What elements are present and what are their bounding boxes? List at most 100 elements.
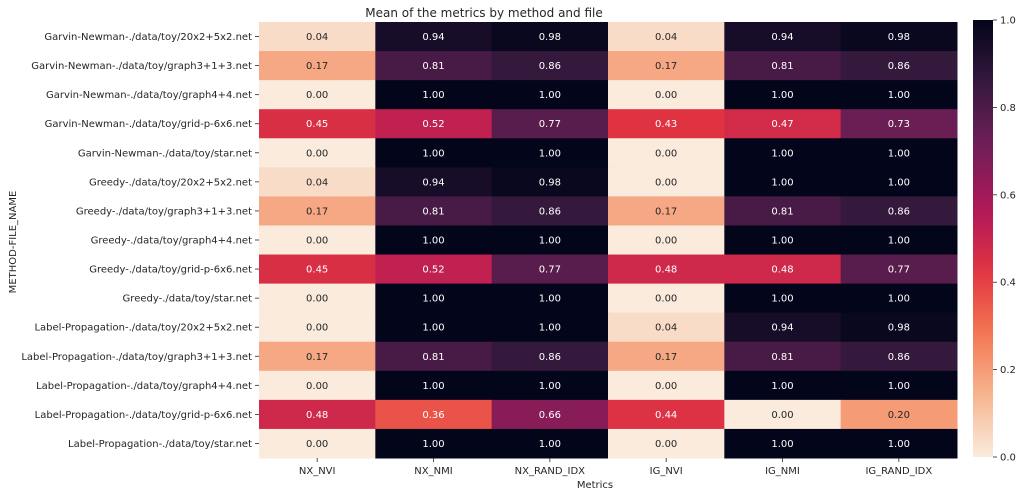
heatmap-cell bbox=[375, 341, 493, 372]
heatmap-cell bbox=[259, 225, 376, 256]
cell-value-label: 1.00 bbox=[539, 148, 561, 159]
heatmap-cell bbox=[259, 80, 376, 110]
heatmap-cell bbox=[259, 428, 376, 459]
y-tick-label: Garvin-Newman-./data/toy/graph3+1+3.net bbox=[31, 61, 252, 72]
cell-value-label: 0.00 bbox=[655, 90, 677, 101]
heatmap-cell bbox=[608, 80, 725, 110]
y-tick-label: Greedy-./data/toy/star.net bbox=[123, 294, 253, 305]
heatmap-cell bbox=[259, 254, 376, 285]
cell-value-label: 0.04 bbox=[655, 323, 677, 334]
cell-value-label: 1.00 bbox=[771, 236, 793, 247]
heatmap-cell bbox=[375, 254, 493, 285]
cell-value-label: 0.17 bbox=[306, 61, 328, 72]
cell-value-label: 1.00 bbox=[539, 236, 561, 247]
cell-value-label: 0.81 bbox=[422, 206, 444, 217]
heatmap-cell-labels: 0.04 0.94 0.98 0.04 0.94 0.98 0.17 0.81 0.86 0.17… bbox=[306, 32, 910, 450]
heatmap-cell bbox=[375, 51, 493, 81]
cell-value-label: 0.98 bbox=[539, 177, 561, 188]
cell-value-label: 0.77 bbox=[539, 119, 561, 130]
colorbar-tick-label: 0.0 bbox=[1000, 453, 1016, 464]
heatmap-cell bbox=[491, 254, 609, 285]
heatmap-cell bbox=[491, 22, 609, 52]
cell-value-label: 1.00 bbox=[422, 381, 444, 392]
heatmap-cell bbox=[724, 399, 842, 430]
heatmap-cell bbox=[491, 109, 609, 139]
cell-value-label: 0.98 bbox=[539, 32, 561, 43]
cell-value-label: 1.00 bbox=[422, 323, 444, 334]
heatmap-cell bbox=[608, 370, 725, 401]
heatmap-cell bbox=[840, 138, 958, 168]
y-tick-label: Garvin-Newman-./data/toy/star.net bbox=[78, 148, 252, 159]
x-tick-label: NX_NMI bbox=[414, 466, 452, 477]
cell-value-label: 0.77 bbox=[888, 265, 910, 276]
heatmap-cell bbox=[724, 370, 842, 401]
heatmap-cell bbox=[259, 22, 376, 52]
y-tick-label: Greedy-./data/toy/20x2+5x2.net bbox=[89, 177, 252, 188]
heatmap-cell bbox=[375, 167, 493, 197]
heatmap-cell bbox=[840, 428, 958, 459]
heatmap-cell bbox=[259, 167, 376, 197]
heatmap-cell bbox=[840, 341, 958, 372]
heatmap-cell bbox=[724, 283, 842, 314]
cell-value-label: 0.73 bbox=[888, 119, 910, 130]
cell-value-label: 0.48 bbox=[655, 265, 677, 276]
heatmap-cell bbox=[840, 196, 958, 226]
heatmap-cell bbox=[724, 167, 842, 197]
heatmap-cell bbox=[840, 109, 958, 139]
heatmap-cell bbox=[375, 138, 493, 168]
x-tick-label: NX_RAND_IDX bbox=[515, 466, 586, 477]
cell-value-label: 1.00 bbox=[422, 236, 444, 247]
cell-value-label: 0.81 bbox=[771, 352, 793, 363]
cell-value-label: 0.00 bbox=[306, 294, 328, 305]
colorbar-tick-label: 1.0 bbox=[1000, 16, 1016, 27]
heatmap-cell bbox=[491, 399, 609, 430]
heatmap-cell bbox=[840, 312, 958, 343]
heatmap-cell bbox=[375, 196, 493, 226]
heatmap-cell bbox=[608, 167, 725, 197]
cell-value-label: 0.86 bbox=[539, 61, 561, 72]
cell-value-label: 0.94 bbox=[422, 177, 444, 188]
cell-value-label: 0.00 bbox=[771, 410, 793, 421]
cell-value-label: 0.77 bbox=[539, 265, 561, 276]
x-tick-label: IG_NVI bbox=[650, 466, 683, 477]
heatmap-cell bbox=[608, 428, 725, 459]
cell-value-label: 1.00 bbox=[539, 439, 561, 450]
cell-value-label: 0.36 bbox=[422, 410, 444, 421]
heatmap-cell bbox=[608, 51, 725, 81]
heatmap-cell bbox=[491, 428, 609, 459]
colorbar bbox=[973, 20, 993, 457]
heatmap-cell bbox=[375, 80, 493, 110]
cell-value-label: 1.00 bbox=[888, 90, 910, 101]
heatmap-cell bbox=[840, 22, 958, 52]
colorbar-tick-label: 0.4 bbox=[1000, 278, 1016, 289]
cell-value-label: 0.00 bbox=[306, 323, 328, 334]
heatmap-cell bbox=[259, 109, 376, 139]
cell-value-label: 0.98 bbox=[888, 32, 910, 43]
heatmap-cell bbox=[840, 51, 958, 81]
cell-value-label: 1.00 bbox=[771, 439, 793, 450]
heatmap-cell bbox=[375, 109, 493, 139]
cell-value-label: 0.86 bbox=[539, 352, 561, 363]
y-axis-label: METHOD-FILE_NAME bbox=[8, 191, 19, 294]
cell-value-label: 1.00 bbox=[888, 177, 910, 188]
heatmap-cell bbox=[724, 80, 842, 110]
heatmap-cell bbox=[259, 283, 376, 314]
heatmap-cell bbox=[840, 225, 958, 256]
heatmap-cell bbox=[375, 312, 493, 343]
cell-value-label: 0.81 bbox=[422, 61, 444, 72]
heatmap-cell bbox=[491, 51, 609, 81]
heatmap-cell bbox=[491, 370, 609, 401]
x-tick-label: IG_NMI bbox=[765, 466, 800, 477]
x-axis-label: Metrics bbox=[577, 480, 613, 491]
y-tick-label: Label-Propagation-./data/toy/graph3+1+3.… bbox=[21, 352, 252, 363]
heatmap-cell bbox=[491, 225, 609, 256]
cell-value-label: 0.45 bbox=[306, 265, 328, 276]
cell-value-label: 1.00 bbox=[771, 294, 793, 305]
heatmap-cell bbox=[840, 80, 958, 110]
cell-value-label: 1.00 bbox=[422, 294, 444, 305]
cell-value-label: 0.17 bbox=[306, 352, 328, 363]
heatmap-cell bbox=[608, 312, 725, 343]
colorbar-tick-labels: 0.0 0.2 0.4 0.6 0.8 1.0 bbox=[993, 16, 1016, 464]
cell-value-label: 0.48 bbox=[306, 410, 328, 421]
heatmap-cell bbox=[724, 254, 842, 285]
